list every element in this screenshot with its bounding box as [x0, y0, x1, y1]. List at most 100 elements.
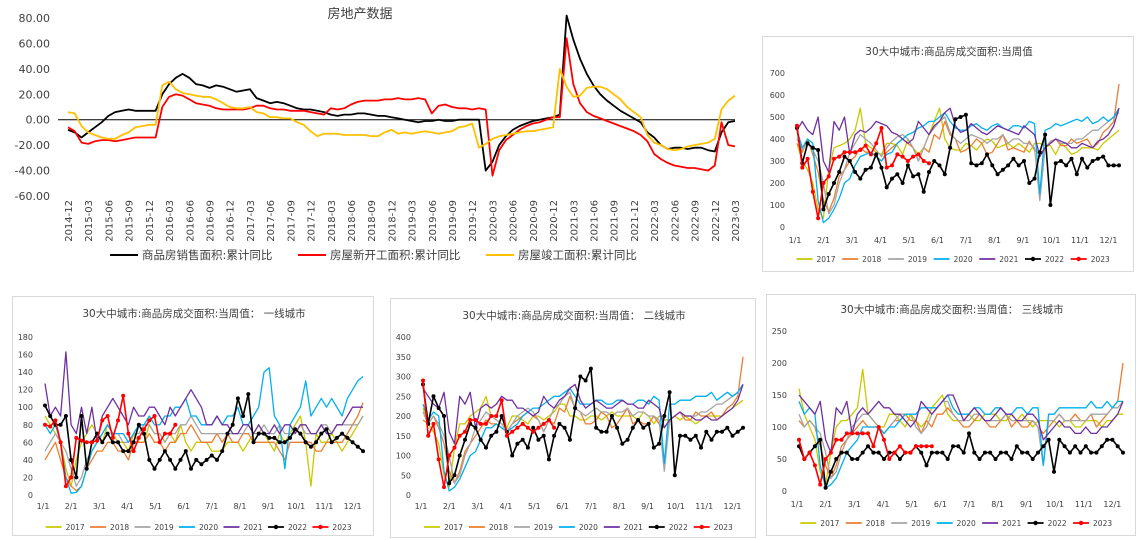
legend-marker — [1078, 520, 1084, 526]
x-tick-label: 2/1 — [817, 236, 830, 245]
x-tick-label: 1/1 — [791, 500, 804, 509]
data-point — [882, 437, 886, 442]
x-tick-label: 2015-06 — [104, 200, 115, 242]
data-point — [452, 445, 457, 450]
data-point — [905, 159, 910, 163]
data-point — [860, 431, 865, 436]
legend-label: 2020 — [957, 519, 976, 528]
data-point — [874, 152, 879, 157]
data-point — [457, 453, 462, 458]
x-tick-label: 9/1 — [262, 502, 275, 511]
x-tick-label: 10/1 — [1046, 500, 1064, 509]
data-point — [903, 450, 908, 455]
x-tick-label: 12/1 — [344, 502, 362, 511]
data-point — [473, 418, 478, 422]
data-point — [908, 450, 913, 455]
x-tick-label: 2022-06 — [670, 200, 681, 242]
x-tick-label: 6/1 — [934, 500, 947, 509]
x-tick-label: 1/1 — [789, 236, 802, 245]
data-point — [1110, 437, 1115, 442]
data-point — [1032, 176, 1037, 181]
data-point — [853, 170, 858, 174]
data-point — [866, 431, 870, 436]
data-point — [510, 429, 515, 434]
data-point — [919, 450, 924, 455]
x-tick-label: 2022-09 — [691, 200, 702, 242]
data-point — [929, 450, 934, 455]
chart-title: 30大中城市:商品房成交面积:当周值 — [865, 45, 1033, 58]
legend-label: 2017 — [66, 523, 85, 532]
data-point — [868, 165, 873, 170]
data-point — [100, 440, 105, 445]
data-point — [1062, 444, 1067, 449]
data-point — [720, 429, 724, 434]
data-point — [1022, 159, 1026, 163]
data-point — [651, 445, 656, 450]
x-tick-label: 2021-12 — [630, 200, 641, 242]
x-tick-label: 4/1 — [877, 500, 890, 509]
data-point — [1036, 450, 1040, 455]
x-tick-label: 4/1 — [874, 236, 887, 245]
data-point — [683, 433, 688, 438]
x-tick-label: 7/1 — [584, 502, 597, 511]
data-point — [929, 444, 934, 449]
data-point — [1058, 159, 1063, 163]
x-tick-label: 8/1 — [991, 500, 1004, 509]
data-point — [847, 159, 852, 163]
tier2-chart-panel: 30大中城市:商品房成交面积:当周值： 二线城市 0 50 100 150 200 250 3… — [390, 298, 756, 538]
y-tick-label: 0 — [780, 223, 785, 232]
data-point — [897, 444, 902, 449]
data-point — [421, 378, 425, 383]
data-point — [142, 431, 146, 436]
x-tick-label: 7/1 — [205, 502, 218, 511]
data-point — [876, 425, 881, 429]
legend-label: 2022 — [669, 523, 688, 532]
data-point — [688, 437, 693, 442]
data-point — [699, 445, 703, 450]
legend-label: 2022 — [288, 523, 307, 532]
data-point — [173, 422, 178, 427]
x-tick-label: 8/1 — [988, 236, 1001, 245]
x-tick-label: 5/1 — [149, 502, 162, 511]
data-point — [1014, 444, 1019, 449]
legend-label: 房屋新开工面积:累计同比 — [330, 248, 460, 262]
data-point — [868, 152, 873, 157]
data-point — [945, 457, 950, 461]
data-point — [826, 174, 831, 179]
data-point — [426, 433, 431, 438]
data-point — [850, 431, 855, 436]
legend-marker — [273, 524, 279, 530]
series-line-2021 — [422, 383, 744, 445]
data-point — [557, 421, 562, 426]
data-point — [834, 457, 839, 461]
data-point — [515, 425, 520, 430]
y-tick-label: 200 — [396, 412, 411, 421]
series-line-2017 — [44, 415, 364, 487]
y-tick-label: 350 — [396, 353, 411, 362]
data-point — [837, 154, 842, 159]
x-tick-label: 2019-12 — [468, 200, 479, 242]
x-tick-label: 2017-09 — [286, 200, 297, 242]
data-point — [887, 457, 892, 461]
data-point — [447, 481, 452, 486]
data-point — [842, 154, 847, 159]
data-point — [636, 418, 641, 422]
x-tick-label: 9/1 — [1020, 500, 1033, 509]
x-tick-label: 5/1 — [905, 500, 918, 509]
data-point — [919, 444, 924, 449]
data-point — [897, 457, 902, 461]
data-point — [235, 396, 240, 401]
x-tick-label: 2022-12 — [711, 200, 722, 242]
data-point — [1037, 150, 1042, 155]
data-point — [457, 433, 462, 438]
tier2-chart: 30大中城市:商品房成交面积:当周值： 二线城市 0 50 100 150 200 250 3… — [396, 309, 745, 532]
data-point — [48, 424, 53, 429]
data-point — [1078, 450, 1083, 455]
data-point — [225, 431, 230, 436]
data-point — [942, 172, 947, 177]
data-point — [988, 450, 993, 455]
data-point — [823, 485, 828, 490]
data-point — [79, 438, 84, 443]
data-point — [168, 431, 173, 436]
data-point — [828, 469, 833, 474]
